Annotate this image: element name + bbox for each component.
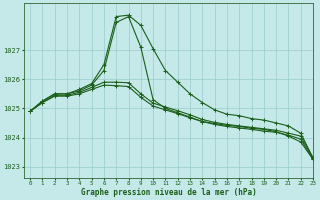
X-axis label: Graphe pression niveau de la mer (hPa): Graphe pression niveau de la mer (hPa)	[81, 188, 256, 197]
